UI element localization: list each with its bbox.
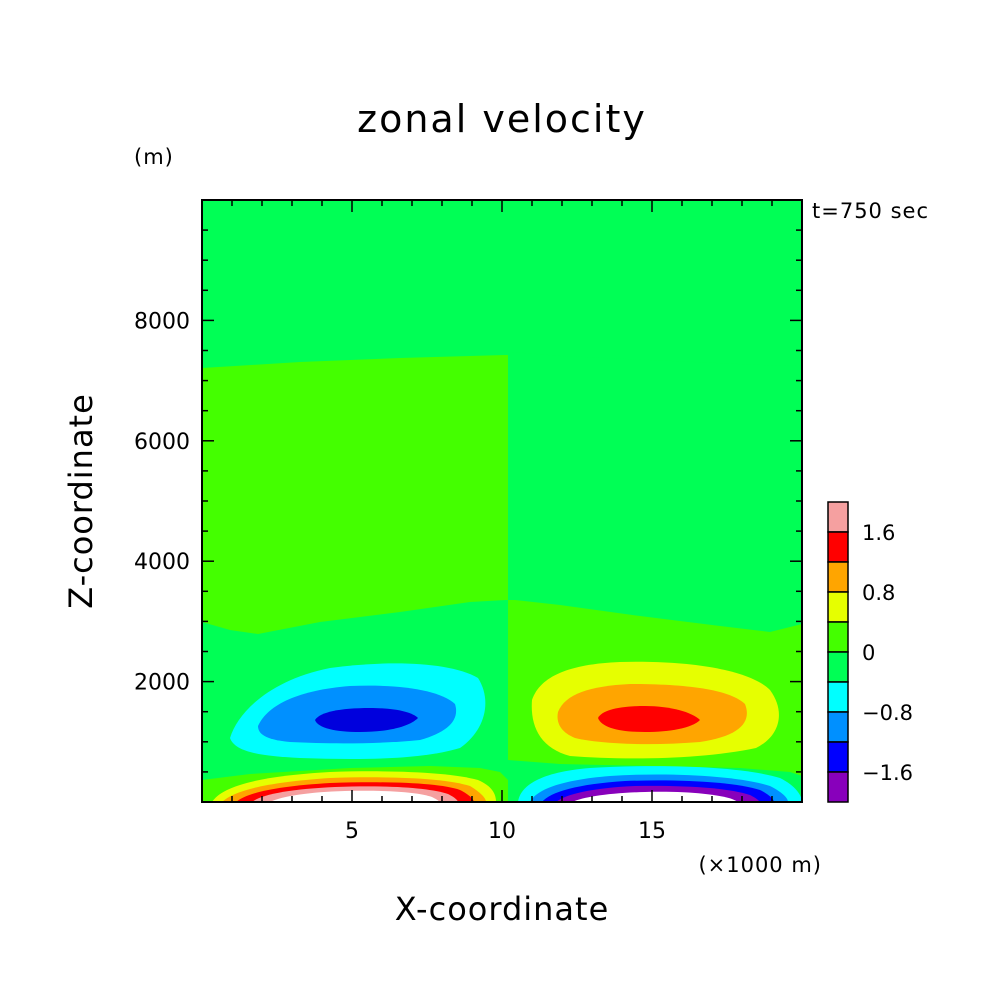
colorbar-tick-label: −0.8 <box>862 701 913 725</box>
colorbar-swatch <box>827 771 849 803</box>
cell-left-blue <box>315 708 418 732</box>
colorbar-swatch <box>827 651 849 683</box>
x-unit-label: (×1000 m) <box>698 853 822 877</box>
colorbar-swatch <box>827 621 849 653</box>
y-tick-label: 4000 <box>134 550 190 575</box>
x-tick-label: 15 <box>638 819 666 844</box>
x-tick-label: 10 <box>488 819 516 844</box>
colorbar-swatch <box>827 561 849 593</box>
colorbar-tick-label: −1.6 <box>862 761 913 785</box>
colorbar-tick-label: 0.8 <box>862 581 895 605</box>
plume-left-white <box>270 790 440 802</box>
field-upper-left <box>202 200 508 370</box>
colorbar-swatch <box>827 741 849 773</box>
colorbar-swatch <box>827 501 849 533</box>
colorbar-swatch <box>827 711 849 743</box>
cell-right-red <box>598 706 700 732</box>
contour-field <box>202 200 802 802</box>
x-axis-title: X-coordinate <box>395 890 610 928</box>
colorbar-tick-label: 0 <box>862 641 875 665</box>
y-unit-label: (m) <box>134 145 174 169</box>
y-tick-label: 6000 <box>134 430 190 455</box>
colorbar: 1.6 0.8 0 −0.8 −1.6 <box>827 501 913 803</box>
chart-title: zonal velocity <box>357 97 647 141</box>
y-tick-label: 8000 <box>134 309 190 334</box>
y-axis-ticks: 2000 4000 6000 8000 <box>134 229 802 773</box>
plume-right-white <box>572 791 738 802</box>
colorbar-swatch <box>827 681 849 713</box>
x-tick-label: 5 <box>345 819 359 844</box>
y-tick-label: 2000 <box>134 671 190 696</box>
x-axis-ticks: 5 10 15 <box>231 200 773 844</box>
y-axis-title: Z-coordinate <box>62 393 100 609</box>
colorbar-swatch <box>827 591 849 623</box>
time-label: t=750 sec <box>812 199 929 223</box>
colorbar-tick-label: 1.6 <box>862 521 895 545</box>
field-upper-right <box>508 200 802 370</box>
colorbar-swatch <box>827 531 849 563</box>
